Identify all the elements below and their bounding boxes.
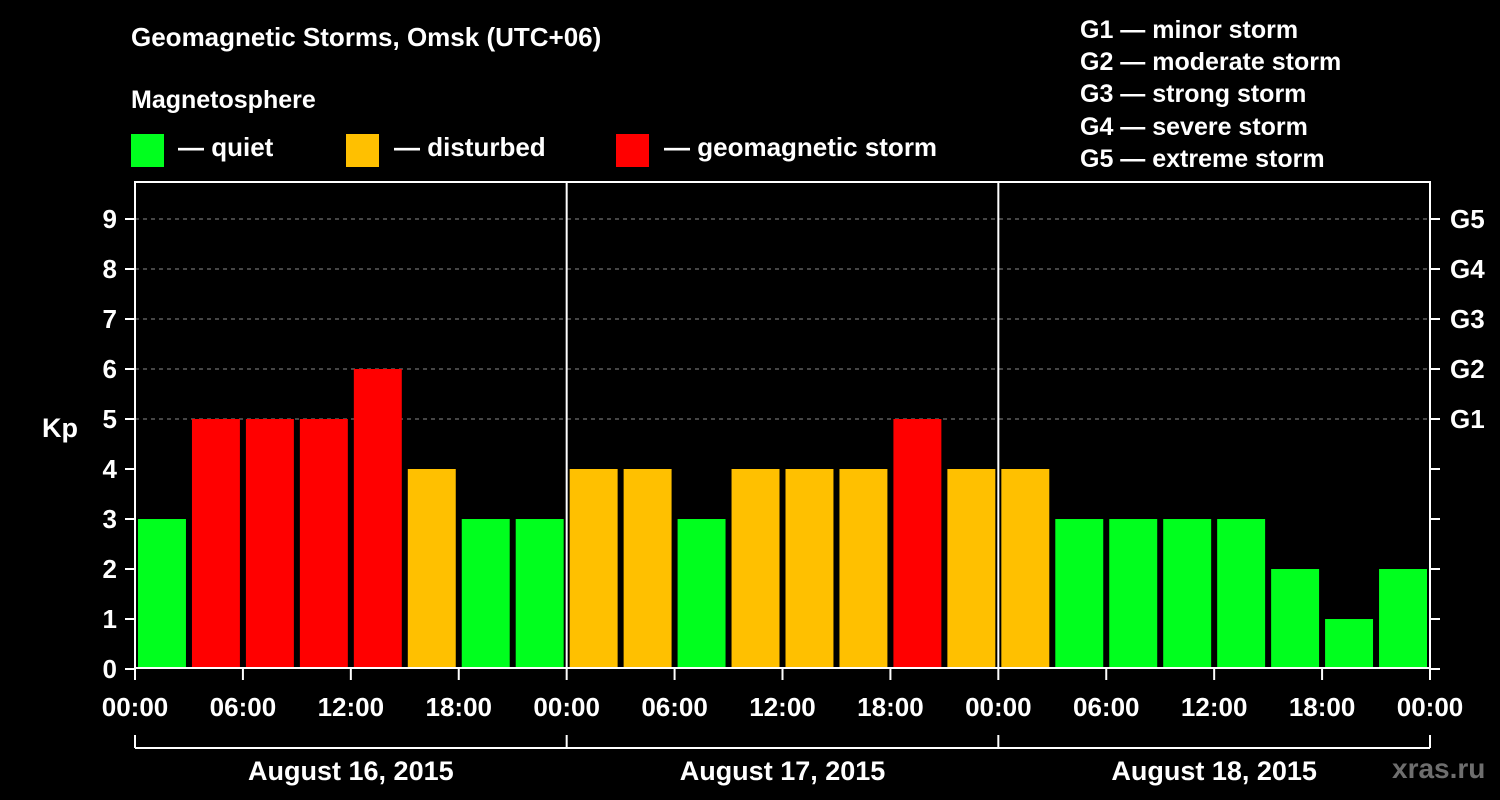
kp-bar [353, 369, 402, 668]
kp-bar [785, 469, 834, 668]
g-level-label: G2 [1450, 354, 1485, 384]
kp-bar [1001, 469, 1050, 668]
g-level-label: G3 [1450, 304, 1485, 334]
kp-bar [947, 469, 996, 668]
x-tick-label: 00:00 [1397, 692, 1464, 722]
kp-bar [191, 419, 240, 668]
y-tick-label: 5 [103, 404, 117, 434]
kp-bar [407, 469, 456, 668]
chart-title: Geomagnetic Storms, Omsk (UTC+06) [131, 22, 602, 52]
y-tick-label: 7 [103, 304, 117, 334]
kp-bar [839, 469, 888, 668]
y-tick-label: 1 [103, 604, 117, 634]
y-tick-label: 6 [103, 354, 117, 384]
legend-swatch-storm [616, 134, 649, 167]
x-tick-label: 18:00 [426, 692, 493, 722]
kp-bar [1325, 619, 1374, 668]
x-tick-label: 06:00 [210, 692, 277, 722]
kp-bar [299, 419, 348, 668]
x-tick-label: 12:00 [1181, 692, 1248, 722]
kp-bar [1163, 519, 1212, 668]
y-axis-label: Kp [42, 413, 78, 443]
day-label: August 17, 2015 [680, 756, 886, 786]
day-label: August 16, 2015 [248, 756, 454, 786]
g-legend-item: G3 — strong storm [1080, 80, 1307, 109]
legend-label-disturbed: — disturbed [394, 132, 546, 162]
kp-bar [1217, 519, 1266, 668]
kp-bar [677, 519, 726, 668]
x-tick-label: 06:00 [641, 692, 708, 722]
legend-swatch-disturbed [346, 134, 379, 167]
kp-bar [893, 419, 942, 668]
y-tick-label: 9 [103, 204, 117, 234]
watermark: xras.ru [1392, 753, 1486, 784]
x-tick-label: 00:00 [533, 692, 600, 722]
g-level-label: G4 [1450, 254, 1485, 284]
legend-label-storm: — geomagnetic storm [664, 132, 938, 162]
legend-label-quiet: — quiet [178, 132, 274, 162]
day-label: August 18, 2015 [1111, 756, 1317, 786]
g-legend-item: G4 — severe storm [1080, 112, 1308, 141]
x-tick-label: 18:00 [1289, 692, 1356, 722]
g-legend-item: G1 — minor storm [1080, 16, 1299, 44]
y-tick-label: 3 [103, 504, 117, 534]
x-tick-label: 00:00 [102, 692, 169, 722]
g-level-label: G5 [1450, 204, 1485, 234]
y-tick-label: 8 [103, 254, 117, 284]
y-tick-label: 0 [103, 654, 117, 684]
x-tick-label: 00:00 [965, 692, 1032, 722]
y-tick-label: 4 [103, 454, 118, 484]
kp-bar [461, 519, 510, 668]
legend-swatch-quiet [131, 134, 164, 167]
kp-bar [731, 469, 780, 668]
g-legend-item: G2 — moderate storm [1080, 48, 1342, 77]
kp-bar [1271, 569, 1320, 668]
x-tick-label: 18:00 [857, 692, 924, 722]
kp-bar [569, 469, 618, 668]
x-tick-label: 12:00 [749, 692, 816, 722]
x-tick-label: 06:00 [1073, 692, 1140, 722]
kp-bar [515, 519, 564, 668]
y-tick-label: 2 [103, 554, 117, 584]
legend-subtitle: Magnetosphere [131, 86, 316, 114]
kp-bar [1379, 569, 1427, 668]
kp-bar [623, 469, 672, 668]
g-scale-legend: G1 — minor storm G2 — moderate storm G3 … [1080, 14, 1341, 175]
x-tick-label: 12:00 [318, 692, 385, 722]
kp-bar [1055, 519, 1104, 668]
g-legend-item: G5 — extreme storm [1080, 144, 1325, 173]
g-level-label: G1 [1450, 404, 1485, 434]
kp-bar [1109, 519, 1158, 668]
kp-bar [138, 519, 186, 668]
kp-bar [245, 419, 294, 668]
